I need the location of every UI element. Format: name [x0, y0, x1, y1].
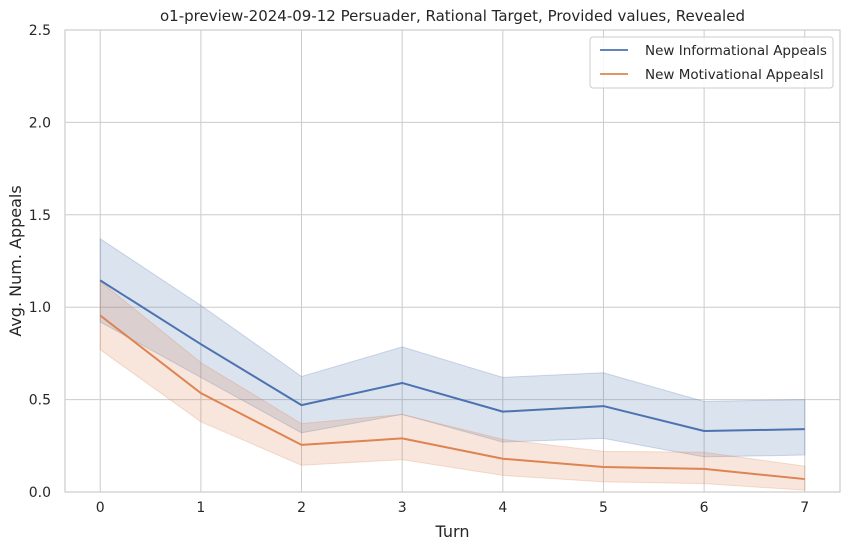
confidence-bands [99, 237, 806, 491]
y-tick-label: 1.5 [29, 208, 51, 224]
series-line-motivational [99, 314, 805, 481]
series-line-informational [99, 279, 805, 433]
y-tick-label: 1.0 [29, 300, 51, 316]
x-tick-label: 4 [498, 500, 507, 516]
legend-label-motivational: New Motivational Appealsl [645, 67, 824, 83]
legend-box [589, 36, 834, 89]
series-lines [99, 279, 805, 481]
x-axis-label: Turn [435, 522, 470, 541]
legend: New Informational Appeals New Motivation… [589, 36, 834, 89]
ci-band-motivational [99, 280, 806, 491]
x-tick-label: 6 [700, 500, 709, 516]
legend-label-informational: New Informational Appeals [645, 43, 827, 59]
x-tick-label: 0 [96, 500, 105, 516]
x-tick-label: 7 [800, 500, 809, 516]
ci-band-informational [99, 237, 806, 458]
y-tick-label: 2.5 [29, 23, 51, 39]
y-tick-labels: 0.0 0.5 1.0 1.5 2.0 2.5 [29, 23, 51, 501]
x-tick-label: 5 [599, 500, 608, 516]
y-axis-label: Avg. Num. Appeals [6, 185, 25, 336]
plot-frame [64, 29, 841, 493]
x-tick-label: 1 [196, 500, 205, 516]
y-tick-label: 0.0 [29, 485, 51, 501]
y-tick-label: 2.0 [29, 115, 51, 131]
x-tick-labels: 0 1 2 3 4 5 6 7 [96, 500, 809, 516]
x-tick-label: 2 [297, 500, 306, 516]
y-tick-label: 0.5 [29, 393, 51, 409]
plot-background [65, 30, 840, 492]
x-tick-label: 3 [398, 500, 407, 516]
chart-title: o1-preview-2024-09-12 Persuader, Rationa… [160, 7, 745, 25]
